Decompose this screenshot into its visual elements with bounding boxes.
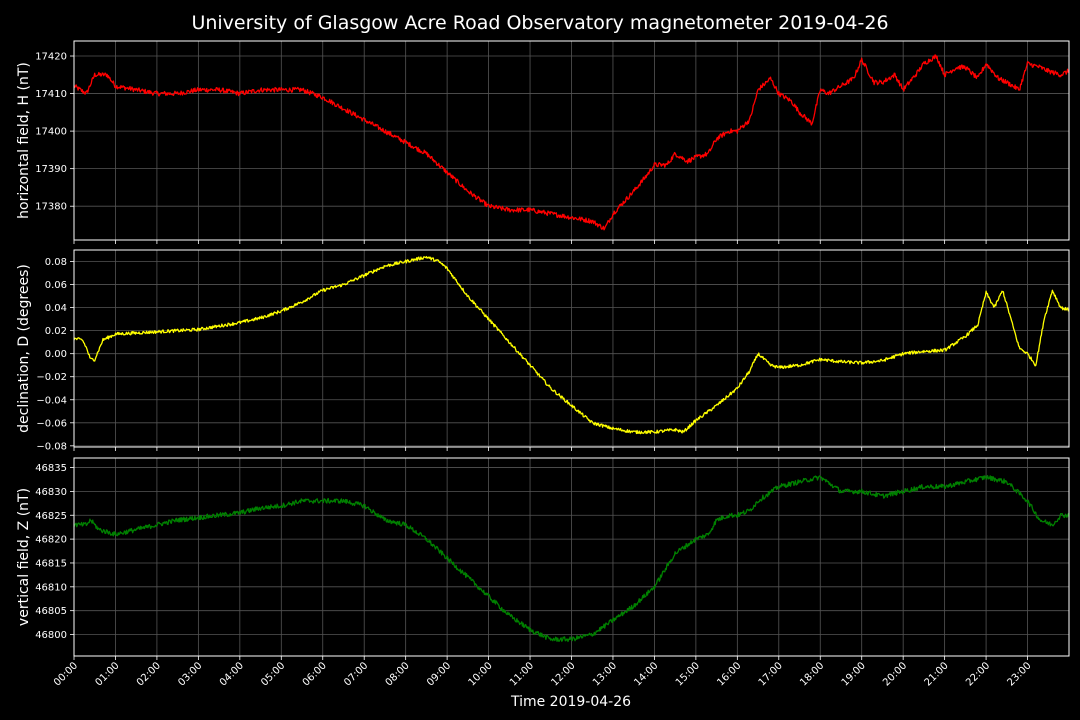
y-tick-label: 17410 xyxy=(35,89,67,100)
y-tick-label: 46830 xyxy=(35,487,67,498)
y-tick-label: 46815 xyxy=(35,558,67,569)
series-line-h-field xyxy=(73,54,1070,231)
panel-z-field: 46800 46805 46810 46815 46820 46825 46830 46835… xyxy=(16,457,1070,660)
axes-frame xyxy=(73,457,1070,657)
y-axis-label: horizontal field, H (nT) xyxy=(16,62,32,219)
y-tick-label: 17420 xyxy=(35,52,67,63)
y-tick-label: −0.02 xyxy=(36,372,67,383)
series-line-z-field xyxy=(73,474,1070,643)
y-axis-label: vertical field, Z (nT) xyxy=(16,488,32,626)
y-tick-label: 17400 xyxy=(35,127,67,138)
x-axis-label: Time 2019-04-26 xyxy=(510,694,631,710)
axes-frame xyxy=(73,40,1070,241)
y-tick-label: 0.08 xyxy=(45,257,67,268)
y-tick-label: 0.00 xyxy=(45,349,67,360)
y-tick-label: 17380 xyxy=(35,202,67,213)
figure-title: University of Glasgow Acre Road Observat… xyxy=(191,12,888,34)
y-tick-label: 46800 xyxy=(35,630,67,641)
series-line-declination xyxy=(73,255,1070,435)
y-tick-label: 17390 xyxy=(35,164,67,175)
y-tick-label: 0.02 xyxy=(45,326,67,337)
y-tick-label: 46820 xyxy=(35,535,67,546)
y-tick-label: 0.04 xyxy=(45,303,67,314)
y-tick-label: −0.06 xyxy=(36,418,67,429)
y-tick-label: 46835 xyxy=(35,463,67,474)
panel-declination: −0.08 −0.06 −0.04 −0.02 0.00 0.02 0.04 0.06 0.08… xyxy=(16,249,1070,452)
y-tick-label: 46825 xyxy=(35,511,67,522)
y-axis-label: declination, D (degrees) xyxy=(16,264,32,433)
y-tick-label: 46810 xyxy=(35,582,67,593)
y-tick-label: −0.04 xyxy=(36,395,67,406)
axes-frame xyxy=(73,249,1070,448)
y-tick-label: 46805 xyxy=(35,606,67,617)
y-tick-label: 0.06 xyxy=(45,280,67,291)
y-tick-label: −0.08 xyxy=(36,441,67,452)
